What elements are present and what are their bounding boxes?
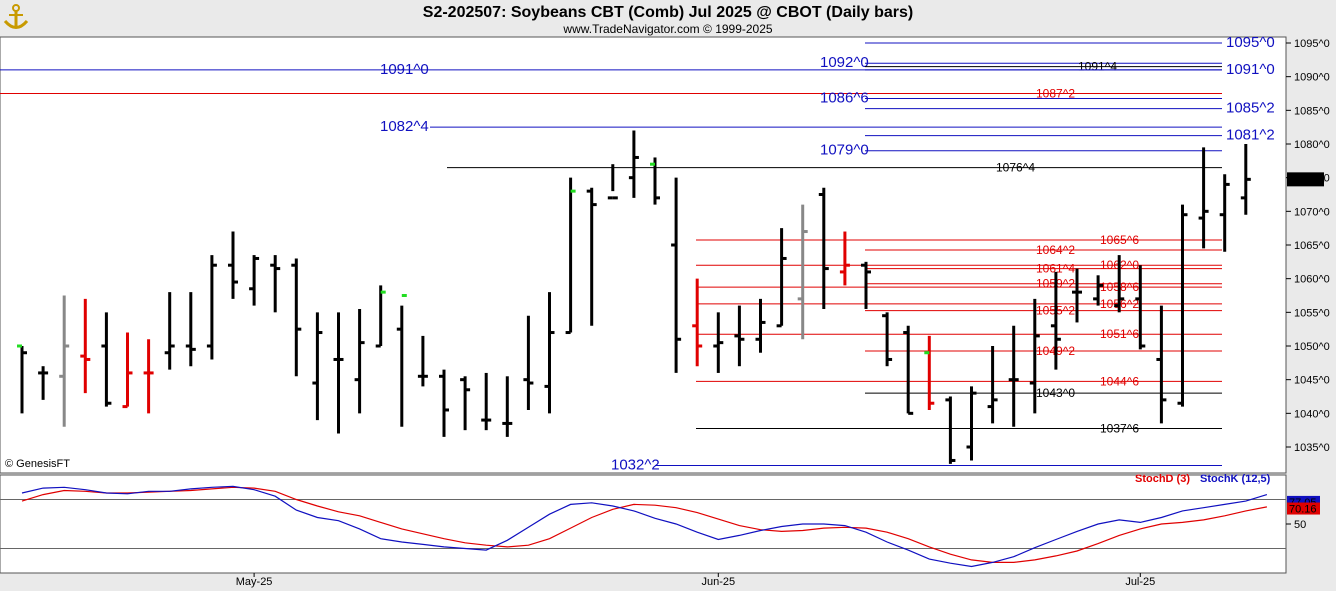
level-label: 1044^6 — [1100, 374, 1139, 388]
level-label: 1087^2 — [1036, 87, 1075, 101]
chart-subtitle: www.TradeNavigator.com © 1999-2025 — [562, 22, 772, 36]
level-label: 1065^6 — [1100, 233, 1139, 247]
price-tick-label: 1040^0 — [1294, 408, 1330, 420]
price-tick-label: 1095^0 — [1294, 38, 1330, 50]
stochD-last-marker — [1287, 502, 1320, 515]
level-label: 1091^0 — [380, 61, 429, 78]
stochK-legend: StochK (12,5) — [1200, 473, 1271, 485]
level-label: 1037^6 — [1100, 421, 1139, 435]
level-label: 1086^6 — [820, 90, 869, 107]
level-label: 1079^0 — [820, 142, 869, 159]
price-tick-label: 1085^0 — [1294, 105, 1330, 117]
stochD-last-label: 70.16 — [1289, 504, 1317, 516]
level-label: 1085^2 — [1226, 100, 1275, 117]
date-tick-label: Jul-25 — [1125, 576, 1155, 588]
level-lines: 1095^0 1092^0 1091^4 1091^0 1091^0 1087^2 1086… — [0, 34, 1275, 474]
level-label: 1051^6 — [1100, 327, 1139, 341]
last-price-label: 1074^6 — [1289, 174, 1325, 186]
level-label: 1091^4 — [1078, 60, 1117, 74]
level-label: 1043^0 — [1036, 386, 1075, 400]
price-tick-label: 1035^0 — [1294, 442, 1330, 454]
level-label: 1092^0 — [820, 54, 869, 71]
price-bars — [17, 130, 1251, 464]
level-label: 1082^4 — [380, 118, 429, 135]
copyright-label: © GenesisFT — [5, 458, 70, 470]
stoch-panel — [0, 474, 1287, 574]
price-axis: 1035^0 1040^0 1045^0 1050^0 1055^0 1060^0 1065… — [1286, 38, 1330, 454]
level-label: 1032^2 — [611, 457, 660, 474]
price-tick-label: 1065^0 — [1294, 240, 1330, 252]
stochK-line — [21, 485, 1268, 568]
price-tick-label: 1045^0 — [1294, 375, 1330, 387]
level-label: 1091^0 — [1226, 61, 1275, 78]
logo-anchor-icon — [3, 4, 29, 29]
date-tick-label: Jun-25 — [701, 576, 735, 588]
stochD-line — [21, 486, 1268, 564]
level-label: 1061^4 — [1036, 262, 1075, 276]
date-tick-label: May-25 — [236, 576, 273, 588]
price-tick-label: 1090^0 — [1294, 72, 1330, 84]
chart-title: S2-202507: Soybeans CBT (Comb) Jul 2025 … — [423, 4, 913, 21]
price-panel — [0, 36, 1287, 474]
date-axis: May-25 Jun-25 Jul-25 — [236, 573, 1155, 588]
level-label: 1064^2 — [1036, 243, 1075, 257]
price-tick-label: 1050^0 — [1294, 341, 1330, 353]
price-tick-label: 1055^0 — [1294, 307, 1330, 319]
stoch-tick-label: 50 — [1294, 519, 1306, 531]
level-label: 1081^2 — [1226, 127, 1275, 144]
price-tick-label: 1080^0 — [1294, 139, 1330, 151]
stochD-legend: StochD (3) — [1135, 473, 1190, 485]
level-label: 1095^0 — [1226, 34, 1275, 51]
price-tick-label: 1070^0 — [1294, 206, 1330, 218]
last-price-marker — [1287, 172, 1324, 187]
level-label: 1076^4 — [996, 161, 1035, 175]
price-tick-label: 1060^0 — [1294, 274, 1330, 286]
